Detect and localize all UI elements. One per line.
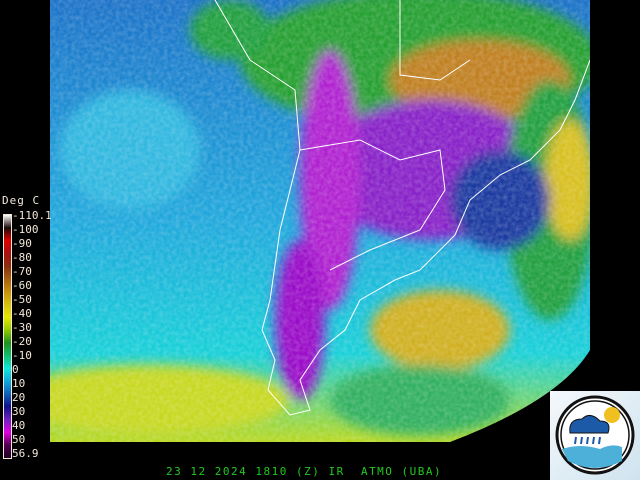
colorbar-label: 20 <box>12 391 26 404</box>
colorbar-label: -110.1 <box>12 209 52 222</box>
earth-disk <box>50 0 590 442</box>
colorbar-label: 10 <box>12 377 26 390</box>
coastline-outline <box>214 0 590 416</box>
colorbar-label: -80 <box>12 251 32 264</box>
temperature-colorbar <box>3 214 12 459</box>
colorbar-label: -10 <box>12 349 32 362</box>
legend-title: Deg C <box>2 194 41 207</box>
image-caption: 23 12 2024 1810 (Z) IR ATMO (UBA) <box>166 465 443 478</box>
colorbar-label: -70 <box>12 265 32 278</box>
colorbar-label: -50 <box>12 293 32 306</box>
colorbar-label: -100 <box>12 223 39 236</box>
colorbar-label: -20 <box>12 335 32 348</box>
colorbar-label: -60 <box>12 279 32 292</box>
weather-logo-icon <box>555 395 635 475</box>
colorbar-label: 30 <box>12 405 26 418</box>
colorbar-label: -40 <box>12 307 32 320</box>
colorbar-label: -30 <box>12 321 32 334</box>
colorbar-label: 0 <box>12 363 19 376</box>
atmo-uba-logo <box>550 391 640 480</box>
colorbar-label: 40 <box>12 419 26 432</box>
colorbar-label: -90 <box>12 237 32 250</box>
colorbar-label: 50 <box>12 433 26 446</box>
colorbar-label: 56.9 <box>12 447 39 460</box>
